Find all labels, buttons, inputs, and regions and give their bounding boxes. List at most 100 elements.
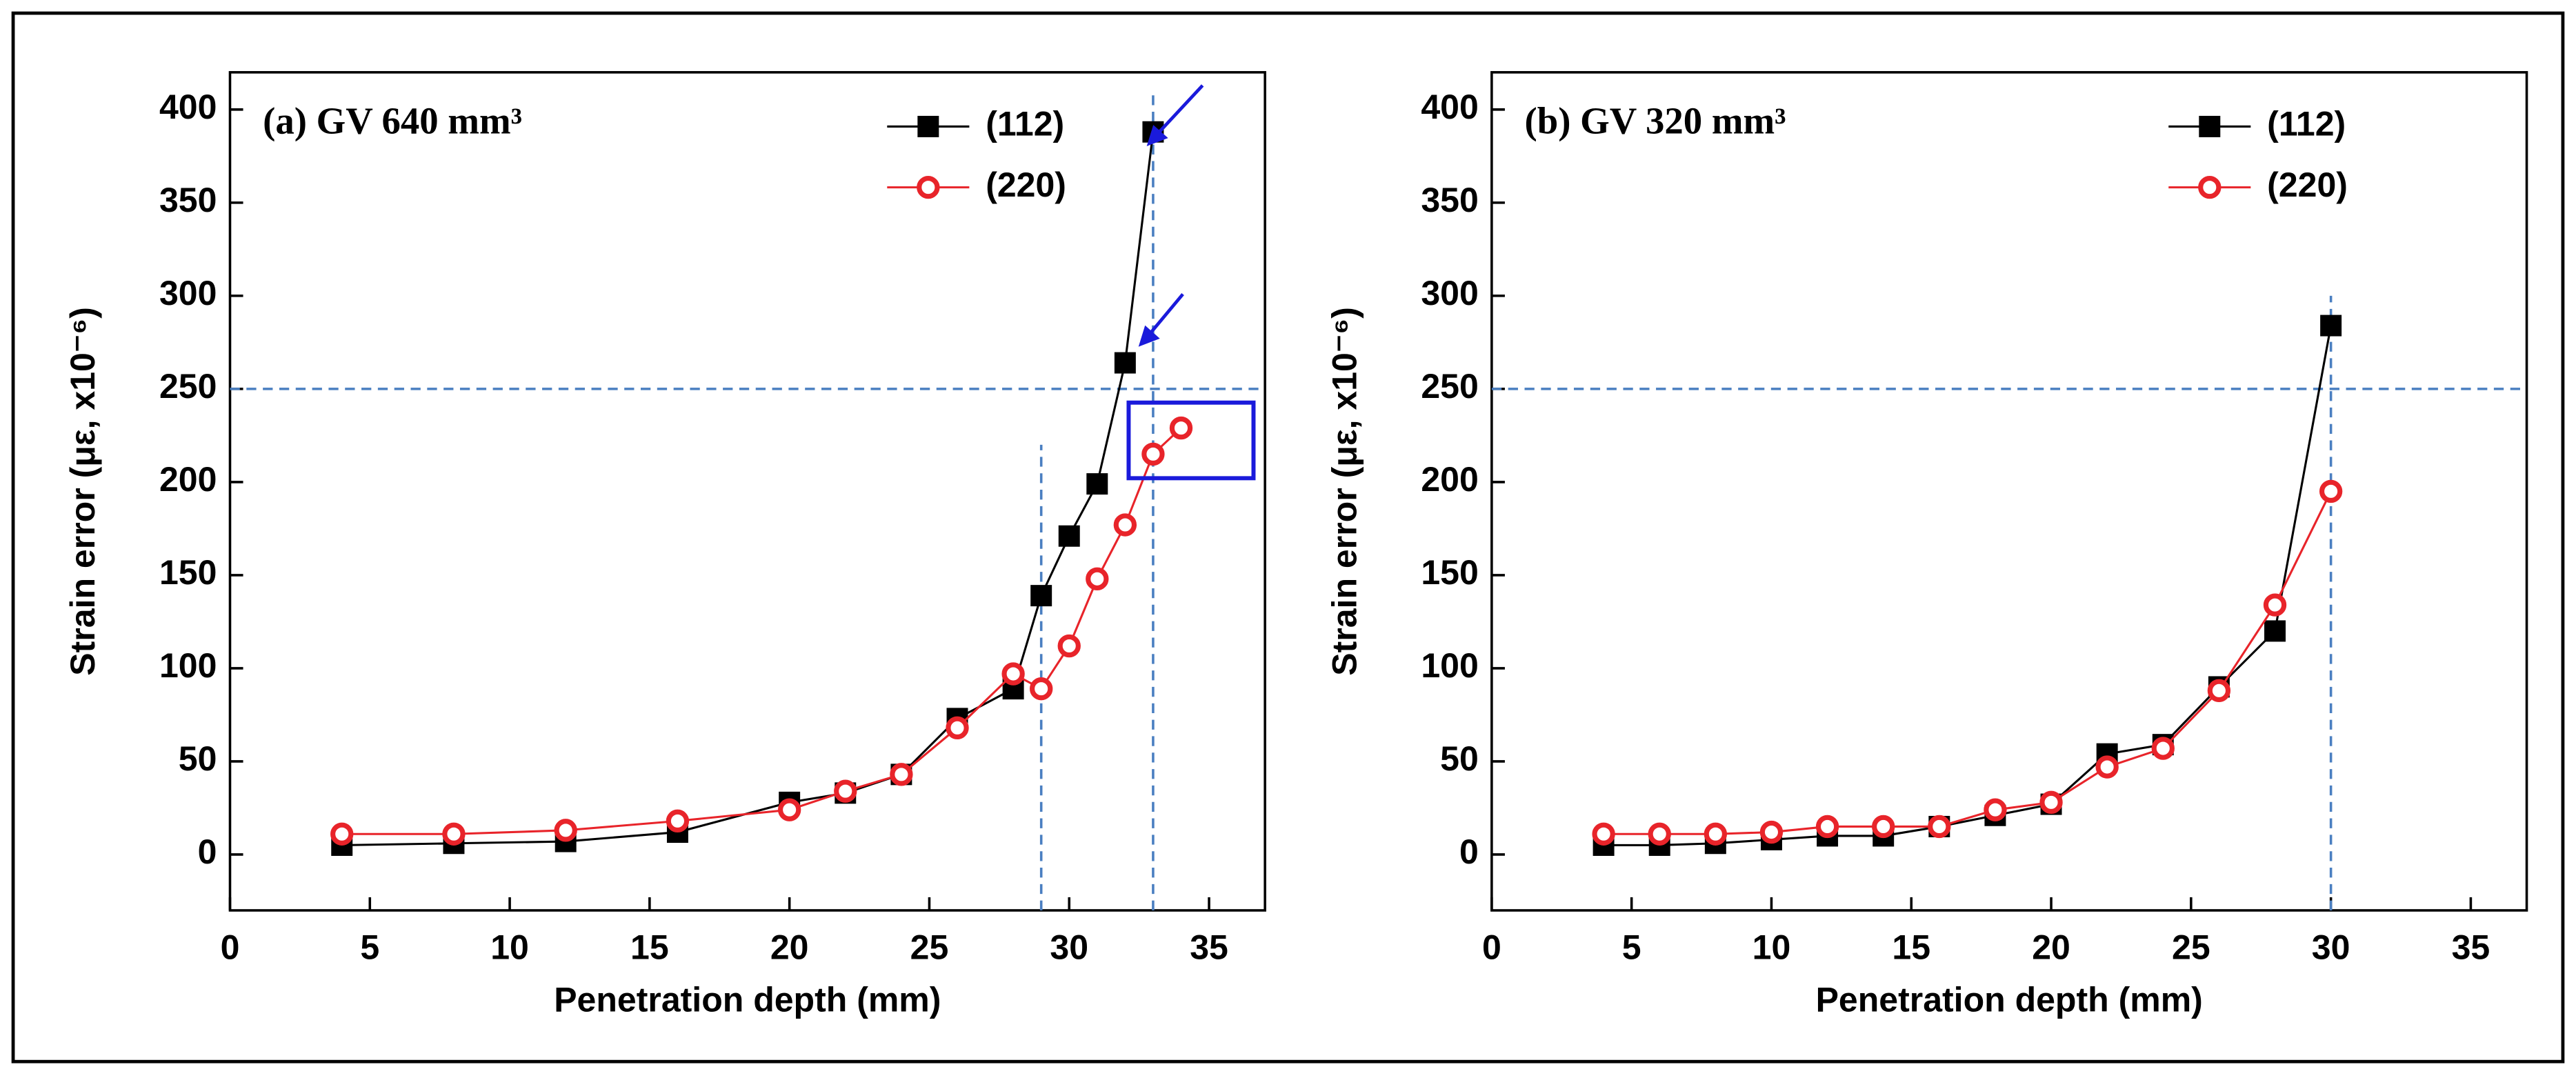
data-point: [1113, 513, 1137, 537]
data-point: [1030, 677, 1053, 701]
y-tick-label: 100: [159, 646, 217, 685]
data-point: [1030, 585, 1052, 607]
plot-frame: [1490, 71, 2528, 912]
data-point: [834, 779, 857, 803]
chart: 0 5 10 15 20 25 30 35050100150200250300350400Pe…: [1325, 71, 2528, 1019]
y-axis-label: Strain error (με, x10⁻⁶): [63, 307, 102, 676]
data-point: [2264, 620, 2286, 642]
legend-label: (220): [986, 166, 1066, 204]
chart-title: (a) GV 640 mm³: [263, 100, 522, 142]
figure-border: [11, 11, 2565, 1064]
y-tick-label: 350: [159, 181, 217, 219]
data-point: [1984, 798, 2007, 821]
legend-marker: [2199, 115, 2221, 137]
y-tick-label: 400: [1421, 88, 1478, 126]
data-point: [1114, 352, 1136, 374]
legend-marker: [917, 175, 940, 199]
x-axis-label: Penetration depth (mm): [1816, 981, 2203, 1019]
arrow: [1157, 84, 1204, 134]
y-tick-label: 300: [159, 274, 217, 312]
y-tick-label: 250: [159, 367, 217, 406]
x-tick-label: 15: [630, 928, 669, 966]
data-point: [1592, 822, 1615, 846]
data-point: [1169, 416, 1193, 440]
data-point: [1759, 820, 1784, 844]
x-tick-label: 10: [490, 928, 529, 966]
data-point: [554, 819, 577, 842]
data-point: [2151, 737, 2175, 760]
y-tick-label: 50: [179, 739, 217, 778]
data-point: [1058, 525, 1080, 547]
data-point: [1086, 567, 1109, 590]
y-tick-label: 0: [198, 832, 217, 871]
series-line: [1604, 490, 2333, 835]
x-tick-label: 20: [2032, 928, 2070, 966]
chart-title: (b) GV 320 mm³: [1525, 100, 1786, 142]
y-tick-label: 300: [1421, 274, 1478, 312]
x-tick-label: 10: [1753, 928, 1791, 966]
x-tick-label: 25: [2172, 928, 2210, 966]
data-point: [777, 798, 801, 821]
x-tick-label: 35: [1190, 928, 1228, 966]
arrow-head: [1146, 125, 1168, 147]
data-point: [946, 716, 969, 740]
data-point: [2263, 593, 2287, 617]
data-point: [1001, 662, 1025, 686]
data-point: [1704, 822, 1728, 846]
data-point: [1648, 822, 1671, 846]
series-line: [341, 427, 1182, 835]
x-tick-label: 0: [221, 928, 240, 966]
series-line: [1604, 325, 2333, 847]
legend-label: (112): [986, 105, 1064, 143]
annotations: [1126, 84, 1256, 481]
data-point: [2095, 755, 2119, 779]
data-point: [666, 809, 690, 833]
y-tick-label: 100: [1421, 646, 1478, 685]
data-point: [330, 822, 354, 846]
x-tick-label: 15: [1892, 928, 1930, 966]
data-point: [1815, 815, 1839, 839]
y-tick-label: 200: [1421, 460, 1478, 499]
data-point: [2207, 679, 2231, 703]
y-tick-label: 200: [159, 460, 217, 499]
x-tick-label: 5: [360, 928, 379, 966]
x-tick-label: 5: [1622, 928, 1641, 966]
x-tick-label: 25: [910, 928, 949, 966]
data-point: [1872, 815, 1895, 839]
highlight-box: [1126, 400, 1256, 481]
y-tick-label: 250: [1421, 367, 1478, 406]
y-tick-label: 0: [1459, 832, 1479, 871]
data-point: [2039, 790, 2063, 815]
legend-label: (220): [2267, 166, 2348, 204]
y-tick-label: 350: [1421, 181, 1478, 219]
legend-marker: [917, 115, 939, 137]
y-tick-label: 150: [159, 553, 217, 592]
x-tick-label: 20: [770, 928, 809, 966]
x-tick-label: 30: [1050, 928, 1088, 966]
x-tick-label: 30: [2312, 928, 2350, 966]
y-axis-label: Strain error (με, x10⁻⁶): [1325, 307, 1364, 676]
series-line: [341, 132, 1155, 847]
data-point: [442, 822, 466, 846]
data-point: [1928, 815, 1951, 839]
chart: 0 5 10 15 20 25 30 35050100150200250300350400Pe…: [63, 71, 1266, 1019]
y-tick-label: 150: [1421, 553, 1478, 592]
legend-label: (112): [2267, 105, 2346, 143]
data-point: [2319, 479, 2343, 503]
x-tick-label: 35: [2452, 928, 2490, 966]
data-point: [1086, 473, 1108, 495]
x-axis-label: Penetration depth (mm): [554, 981, 941, 1019]
legend-marker: [2198, 175, 2221, 199]
data-point: [1057, 634, 1081, 658]
y-tick-label: 50: [1440, 739, 1479, 778]
x-tick-label: 0: [1482, 928, 1501, 966]
plot-frame: [228, 71, 1266, 912]
arrow: [1148, 292, 1184, 335]
arrow-head: [1138, 325, 1160, 347]
data-point: [2320, 315, 2342, 337]
y-tick-label: 400: [159, 88, 217, 126]
data-point: [1141, 442, 1165, 466]
data-point: [890, 763, 913, 786]
